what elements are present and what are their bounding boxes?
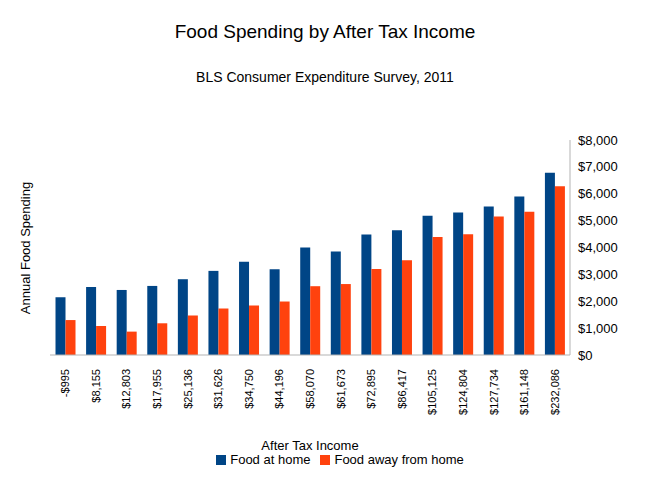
svg-text:$12,803: $12,803 (120, 369, 132, 409)
html-text:Food at home: Food at home (230, 452, 311, 467)
svg-text:$2,000: $2,000 (578, 294, 618, 309)
svg-text:Food Spending by After Tax Inc: Food Spending by After Tax Income (175, 21, 476, 42)
svg-text:$8,155: $8,155 (90, 369, 102, 403)
svg-text:$7,000: $7,000 (578, 159, 618, 174)
svg-text:$1,000: $1,000 (578, 321, 618, 336)
svg-text:$31,626: $31,626 (212, 369, 224, 409)
svg-text:$3,000: $3,000 (578, 267, 618, 282)
svg-text:Annual Food Spending: Annual Food Spending (18, 182, 33, 314)
svg-text:BLS Consumer Expenditure Surve: BLS Consumer Expenditure Survey, 2011 (196, 69, 454, 85)
svg-text:$34,750: $34,750 (243, 369, 255, 409)
svg-text:After Tax Income: After Tax Income (261, 438, 358, 453)
svg-text:$161,148: $161,148 (518, 369, 530, 415)
svg-text:$17,955: $17,955 (151, 369, 163, 409)
svg-text:$127,734: $127,734 (488, 369, 500, 415)
svg-text:$58,070: $58,070 (304, 369, 316, 409)
svg-text:$8,000: $8,000 (578, 133, 618, 148)
svg-text:$6,000: $6,000 (578, 186, 618, 201)
svg-text:$61,673: $61,673 (335, 369, 347, 409)
svg-text:$86,417: $86,417 (396, 369, 408, 409)
svg-text:$44,196: $44,196 (273, 369, 285, 409)
svg-text:-$995: -$995 (59, 369, 71, 397)
svg-text:$4,000: $4,000 (578, 240, 618, 255)
svg-text:$124,804: $124,804 (457, 369, 469, 415)
svg-text:$72,895: $72,895 (365, 369, 377, 409)
html-text:Food away from home: Food away from home (334, 452, 464, 467)
svg-text:$105,125: $105,125 (426, 369, 438, 415)
svg-text:$232,086: $232,086 (549, 369, 561, 415)
svg-text:$25,136: $25,136 (182, 369, 194, 409)
svg-text:$5,000: $5,000 (578, 213, 618, 228)
svg-text:$0: $0 (578, 348, 592, 363)
